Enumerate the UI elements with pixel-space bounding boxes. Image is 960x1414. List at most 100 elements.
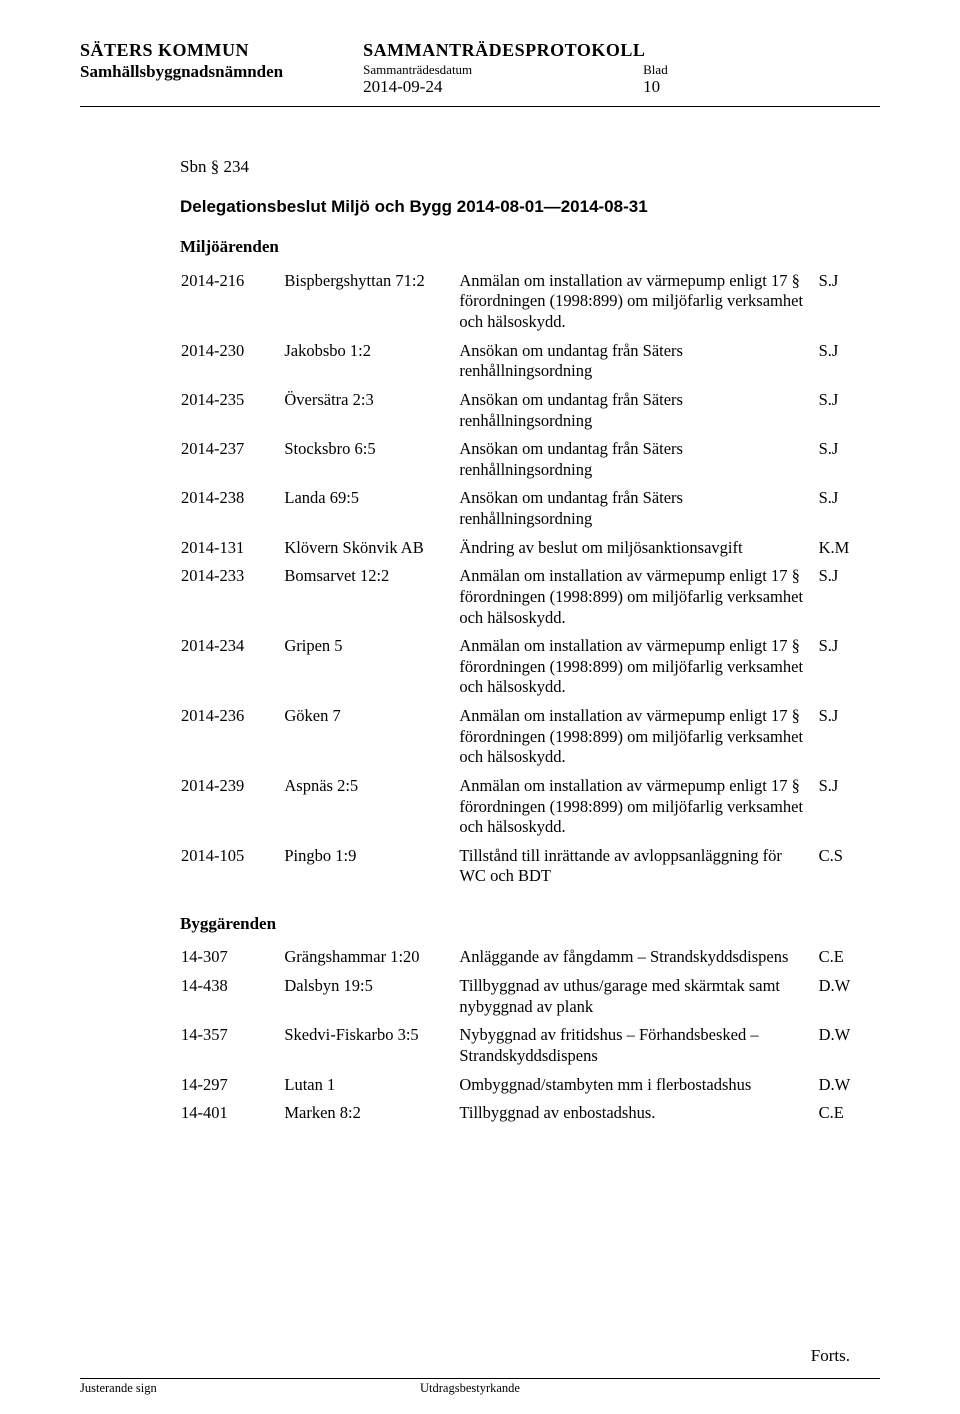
header-right: SAMMANTRÄDESPROTOKOLL Sammanträdesdatum …	[363, 40, 880, 98]
case-id: 2014-239	[180, 775, 283, 845]
case-description: Tillbyggnad av enbostadshus.	[458, 1102, 817, 1131]
handler-initials: C.E	[818, 1102, 880, 1131]
table-row: 2014-233Bomsarvet 12:2Anmälan om install…	[180, 565, 880, 635]
case-description: Anmälan om installation av värmepump enl…	[458, 705, 817, 775]
case-description: Ombyggnad/stambyten mm i flerbostadshus	[458, 1074, 817, 1103]
case-description: Ansökan om undantag från Säters renhålln…	[458, 340, 817, 389]
date-label: Sammanträdesdatum	[363, 62, 643, 78]
handler-initials: S.J	[818, 438, 880, 487]
handler-initials: S.J	[818, 487, 880, 536]
case-id: 2014-238	[180, 487, 283, 536]
property-designation: Översätra 2:3	[283, 389, 458, 438]
page-label: Blad	[643, 62, 703, 78]
table-row: 14-438Dalsbyn 19:5Tillbyggnad av uthus/g…	[180, 975, 880, 1024]
handler-initials: S.J	[818, 389, 880, 438]
case-description: Anläggande av fångdamm – Strandskyddsdis…	[458, 946, 817, 975]
property-designation: Aspnäs 2:5	[283, 775, 458, 845]
handler-initials: S.J	[818, 775, 880, 845]
document-title: Delegationsbeslut Miljö och Bygg 2014-08…	[180, 197, 880, 217]
case-id: 14-357	[180, 1024, 283, 1073]
footer-line: Justerande sign Utdragsbestyrkande	[80, 1378, 880, 1396]
sbn-reference: Sbn § 234	[180, 157, 880, 177]
case-id: 2014-233	[180, 565, 283, 635]
case-description: Ansökan om undantag från Säters renhålln…	[458, 438, 817, 487]
case-id: 14-438	[180, 975, 283, 1024]
case-description: Tillbyggnad av uthus/garage med skärmtak…	[458, 975, 817, 1024]
page: SÄTERS KOMMUN Samhällsbyggnadsnämnden SA…	[0, 0, 960, 1414]
footer-left-label: Justerande sign	[80, 1379, 420, 1396]
property-designation: Grängshammar 1:20	[283, 946, 458, 975]
table-row: 14-307Grängshammar 1:20Anläggande av fån…	[180, 946, 880, 975]
handler-initials: D.W	[818, 1074, 880, 1103]
handler-initials: C.S	[818, 845, 880, 894]
case-id: 14-401	[180, 1102, 283, 1131]
case-id: 2014-234	[180, 635, 283, 705]
case-description: Anmälan om installation av värmepump enl…	[458, 775, 817, 845]
bygg-table: 14-307Grängshammar 1:20Anläggande av fån…	[180, 946, 880, 1130]
page-header: SÄTERS KOMMUN Samhällsbyggnadsnämnden SA…	[80, 40, 880, 107]
table-row: 2014-216Bispbergshyttan 71:2Anmälan om i…	[180, 270, 880, 340]
handler-initials: C.E	[818, 946, 880, 975]
case-id: 14-307	[180, 946, 283, 975]
property-designation: Landa 69:5	[283, 487, 458, 536]
table-row: 2014-230Jakobsbo 1:2Ansökan om undantag …	[180, 340, 880, 389]
handler-initials: D.W	[818, 1024, 880, 1073]
table-row: 2014-131Klövern Skönvik ABÄndring av bes…	[180, 537, 880, 566]
case-description: Nybyggnad av fritidshus – Förhandsbesked…	[458, 1024, 817, 1073]
handler-initials: S.J	[818, 635, 880, 705]
property-designation: Jakobsbo 1:2	[283, 340, 458, 389]
property-designation: Dalsbyn 19:5	[283, 975, 458, 1024]
case-description: Tillstånd till inrättande av avloppsanlä…	[458, 845, 817, 894]
case-id: 2014-131	[180, 537, 283, 566]
section-bygg-heading: Byggärenden	[180, 914, 880, 934]
continuation-label: Forts.	[80, 1346, 880, 1378]
case-description: Anmälan om installation av värmepump enl…	[458, 565, 817, 635]
table-row: 2014-237Stocksbro 6:5Ansökan om undantag…	[180, 438, 880, 487]
handler-initials: K.M	[818, 537, 880, 566]
header-left: SÄTERS KOMMUN Samhällsbyggnadsnämnden	[80, 40, 283, 98]
table-row: 2014-236Göken 7Anmälan om installation a…	[180, 705, 880, 775]
handler-initials: S.J	[818, 705, 880, 775]
case-description: Ansökan om undantag från Säters renhålln…	[458, 487, 817, 536]
miljo-table: 2014-216Bispbergshyttan 71:2Anmälan om i…	[180, 270, 880, 894]
table-row: 14-401Marken 8:2Tillbyggnad av enbostads…	[180, 1102, 880, 1131]
org-name: SÄTERS KOMMUN	[80, 40, 283, 62]
property-designation: Lutan 1	[283, 1074, 458, 1103]
property-designation: Gripen 5	[283, 635, 458, 705]
property-designation: Marken 8:2	[283, 1102, 458, 1131]
protocol-title: SAMMANTRÄDESPROTOKOLL	[363, 40, 643, 62]
table-row: 2014-234Gripen 5Anmälan om installation …	[180, 635, 880, 705]
property-designation: Göken 7	[283, 705, 458, 775]
table-row: 2014-105Pingbo 1:9Tillstånd till inrätta…	[180, 845, 880, 894]
date-value: 2014-09-24	[363, 77, 643, 97]
property-designation: Stocksbro 6:5	[283, 438, 458, 487]
committee-name: Samhällsbyggnadsnämnden	[80, 62, 283, 82]
table-row: 2014-239Aspnäs 2:5Anmälan om installatio…	[180, 775, 880, 845]
case-description: Anmälan om installation av värmepump enl…	[458, 635, 817, 705]
page-number: 10	[643, 77, 703, 97]
case-id: 14-297	[180, 1074, 283, 1103]
handler-initials: D.W	[818, 975, 880, 1024]
case-description: Ändring av beslut om miljösanktionsavgif…	[458, 537, 817, 566]
page-body: Sbn § 234 Delegationsbeslut Miljö och By…	[80, 107, 880, 1131]
case-description: Anmälan om installation av värmepump enl…	[458, 270, 817, 340]
table-row: 2014-238Landa 69:5Ansökan om undantag fr…	[180, 487, 880, 536]
section-miljo-heading: Miljöärenden	[180, 237, 880, 257]
property-designation: Skedvi-Fiskarbo 3:5	[283, 1024, 458, 1073]
property-designation: Bomsarvet 12:2	[283, 565, 458, 635]
property-designation: Bispbergshyttan 71:2	[283, 270, 458, 340]
property-designation: Pingbo 1:9	[283, 845, 458, 894]
table-row: 14-297Lutan 1Ombyggnad/stambyten mm i fl…	[180, 1074, 880, 1103]
case-id: 2014-237	[180, 438, 283, 487]
case-id: 2014-216	[180, 270, 283, 340]
handler-initials: S.J	[818, 565, 880, 635]
property-designation: Klövern Skönvik AB	[283, 537, 458, 566]
case-id: 2014-230	[180, 340, 283, 389]
page-footer: Forts. Justerande sign Utdragsbestyrkand…	[80, 1346, 880, 1396]
case-description: Ansökan om undantag från Säters renhålln…	[458, 389, 817, 438]
table-row: 14-357Skedvi-Fiskarbo 3:5Nybyggnad av fr…	[180, 1024, 880, 1073]
table-row: 2014-235Översätra 2:3Ansökan om undantag…	[180, 389, 880, 438]
footer-right-label: Utdragsbestyrkande	[420, 1379, 520, 1396]
case-id: 2014-235	[180, 389, 283, 438]
handler-initials: S.J	[818, 270, 880, 340]
